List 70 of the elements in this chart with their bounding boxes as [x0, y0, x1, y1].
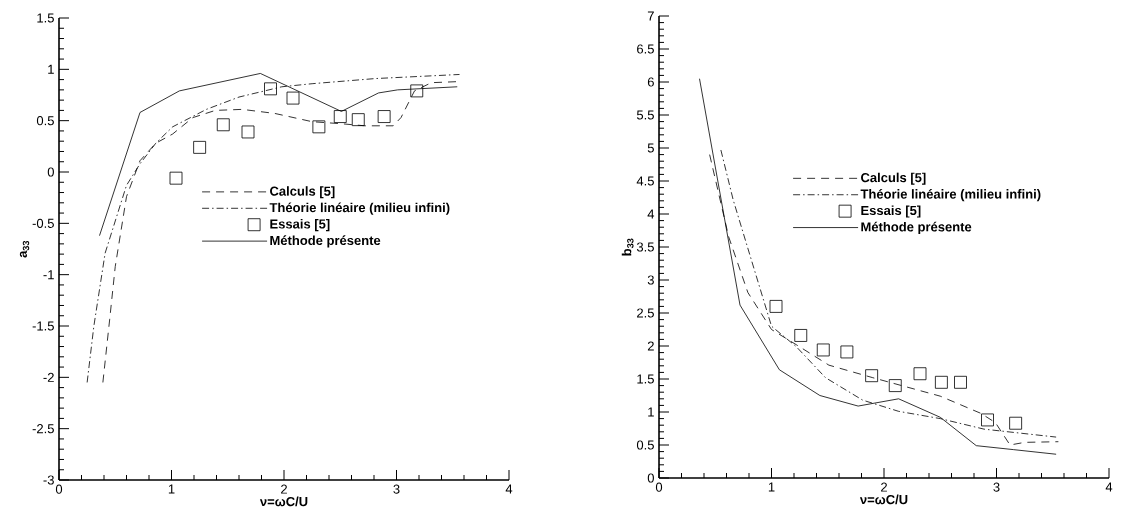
y-tick-label: 4 — [647, 209, 655, 219]
point — [333, 110, 347, 123]
y-tick-label: -2 — [43, 372, 54, 382]
point — [241, 125, 255, 139]
legend-label: Méthode présente — [270, 235, 381, 248]
y-tick-label: 5 — [647, 143, 654, 153]
y-tick-label: 2 — [647, 341, 654, 351]
y-tick-label: -2.5 — [32, 424, 54, 434]
point — [286, 91, 300, 105]
point — [769, 300, 783, 313]
point — [193, 140, 207, 154]
y-tick-label: 0.5 — [36, 116, 54, 126]
y-tick-label: -1 — [43, 270, 54, 280]
point — [312, 120, 326, 134]
x-tick-label: 0 — [55, 484, 63, 494]
x-tick-label: 1 — [168, 484, 175, 494]
point — [888, 379, 902, 392]
point — [351, 113, 365, 127]
point — [216, 118, 230, 132]
point — [816, 343, 830, 357]
y-tick-label: -3 — [43, 475, 54, 485]
y-tick-label: 6.5 — [637, 44, 654, 54]
y-tick-label: 7 — [647, 11, 654, 21]
y-tick-label: 1.5 — [37, 13, 54, 23]
line-series — [699, 78, 1057, 455]
point — [410, 84, 424, 98]
legend-label: Théorie linéaire (milieu infini) — [269, 202, 450, 215]
legend-label: Théorie linéaire (milieu infini) — [860, 189, 1041, 202]
y-tick-label: 1 — [48, 64, 54, 74]
legend-label: Méthode présente — [861, 221, 972, 235]
legend-label: Calculs [5] — [270, 186, 335, 199]
point — [264, 82, 277, 96]
x-tick-label: 4 — [1105, 482, 1113, 492]
y-axis-title: b$_{33}$ — [621, 238, 634, 256]
y-tick-label: 0 — [647, 473, 654, 483]
y-tick-label: 1.5 — [637, 374, 654, 384]
x-tick-label: 2 — [881, 482, 887, 492]
point — [934, 375, 948, 389]
point — [865, 369, 879, 383]
point — [981, 413, 994, 427]
point — [954, 375, 967, 389]
y-tick-label: -1.5 — [32, 321, 54, 331]
x-tick-label: 0 — [655, 482, 663, 492]
y-tick-label: 0.5 — [636, 440, 654, 450]
legend-label: Essais [5] — [861, 205, 921, 218]
y-tick-label: 3.5 — [636, 242, 654, 252]
x-axis-title: ν=ωC/U — [259, 496, 308, 507]
x-axis-title: ν=ωC/U — [859, 494, 908, 505]
point — [169, 171, 183, 185]
x-tick-label: 3 — [993, 482, 1000, 492]
point — [794, 329, 808, 342]
y-tick-label: 1 — [648, 407, 654, 417]
y-tick-label: -0.5 — [32, 218, 54, 228]
x-tick-label: 2 — [281, 484, 287, 494]
legend-label: Essais [5] — [270, 219, 330, 232]
y-tick-label: 0 — [47, 167, 54, 177]
legend-label: Calculs [5] — [861, 172, 926, 185]
point — [1009, 416, 1023, 430]
x-tick-label: 4 — [505, 484, 513, 494]
point — [913, 367, 927, 381]
point — [377, 110, 391, 123]
y-tick-label: 5.5 — [636, 110, 654, 120]
y-tick-label: 4.5 — [636, 176, 654, 186]
point — [840, 345, 854, 359]
y-tick-label: 3 — [647, 275, 654, 285]
y-tick-label: 2.5 — [637, 308, 654, 318]
x-tick-label: 3 — [393, 484, 400, 494]
y-tick-label: 6 — [647, 77, 654, 87]
y-axis-title: a$_{33}$ — [19, 240, 30, 258]
x-tick-label: 1 — [768, 482, 775, 492]
